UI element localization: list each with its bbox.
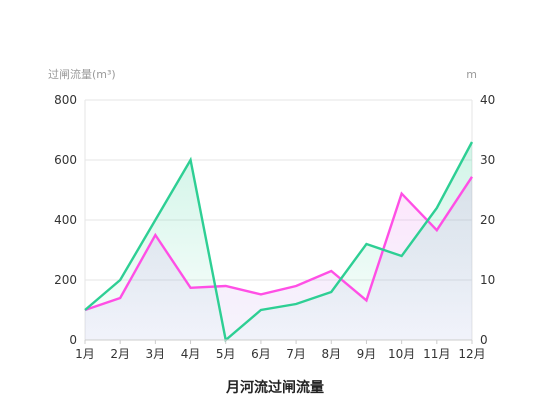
x-tick-label: 11月	[423, 347, 450, 361]
right-tick-label: 20	[480, 213, 495, 227]
x-tick-label: 1月	[75, 347, 95, 361]
x-tick-label: 10月	[388, 347, 415, 361]
left-tick-label: 400	[54, 213, 77, 227]
series-line	[84, 141, 474, 343]
left-tick-label: 800	[54, 93, 77, 107]
left-axis-title: 过闸流量(m³)	[48, 67, 116, 81]
series-line	[84, 176, 474, 312]
x-tick-label: 12月	[458, 347, 485, 361]
series-lines	[84, 141, 474, 343]
x-tick-label: 9月	[357, 347, 377, 361]
x-tick-label: 4月	[181, 347, 201, 361]
right-tick-label: 0	[480, 333, 488, 347]
x-tick-label: 6月	[251, 347, 271, 361]
series-area	[85, 142, 472, 340]
series-areas	[85, 142, 472, 340]
left-tick-label: 600	[54, 153, 77, 167]
chart-title: 月河流过闸流量	[225, 379, 324, 396]
right-tick-label: 10	[480, 273, 495, 287]
x-tick-label: 5月	[216, 347, 236, 361]
x-tick-label: 8月	[321, 347, 341, 361]
left-tick-label: 0	[69, 333, 77, 347]
left-tick-label: 200	[54, 273, 77, 287]
x-tick-label: 7月	[286, 347, 306, 361]
axes: 0 200 400 600 800 0 10 20 30 40 1月 2月 3月 4月 5月 6月 7月 8月 9月…	[54, 93, 495, 361]
x-tick-label: 2月	[110, 347, 130, 361]
right-axis-title: m	[466, 68, 477, 81]
x-tick-label: 3月	[146, 347, 166, 361]
right-tick-label: 40	[480, 93, 495, 107]
right-tick-label: 30	[480, 153, 495, 167]
